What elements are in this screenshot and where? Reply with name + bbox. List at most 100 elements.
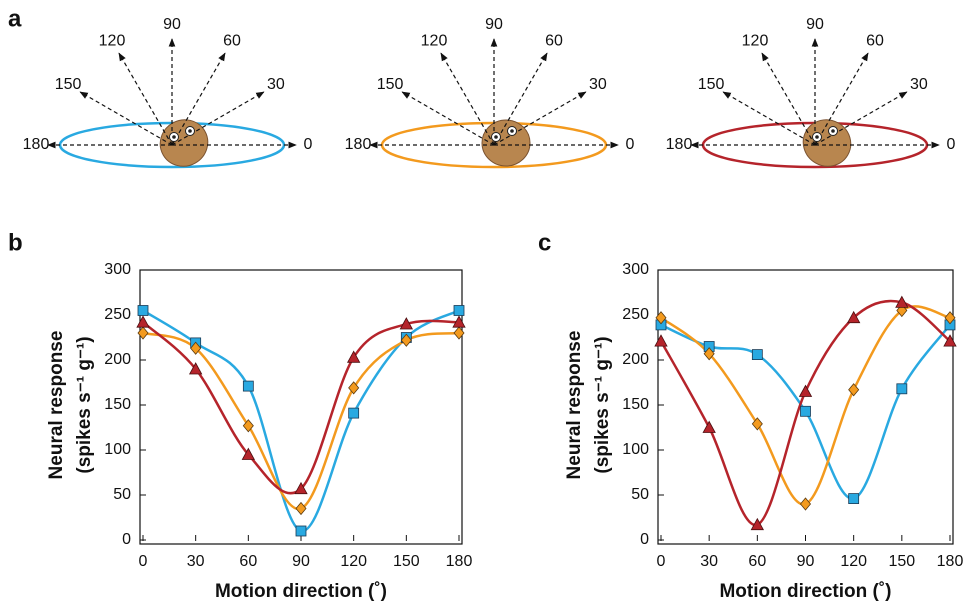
- direction-arrow: [493, 52, 548, 146]
- direction-label: 0: [947, 136, 956, 153]
- marker: [846, 310, 861, 324]
- y-tick-label: 100: [622, 441, 649, 458]
- direction-arrow: [493, 91, 587, 146]
- marker: [348, 381, 360, 395]
- panel-label: c: [538, 229, 551, 256]
- marker: [799, 497, 812, 511]
- direction-label: 150: [377, 76, 404, 93]
- direction-arrow: [79, 91, 173, 146]
- marker: [896, 383, 908, 395]
- series-line: [660, 305, 951, 506]
- marker: [453, 305, 465, 316]
- marker: [241, 447, 256, 460]
- x-tick-label: 120: [840, 553, 867, 570]
- y-tick-label: 200: [104, 351, 131, 368]
- y-axis-label: Neural response: [46, 331, 67, 480]
- marker: [453, 326, 465, 340]
- y-tick-label: 300: [104, 261, 131, 278]
- marker: [400, 333, 412, 347]
- direction-arrow: [761, 52, 816, 146]
- direction-label: 90: [485, 16, 503, 33]
- marker: [751, 349, 763, 361]
- y-tick-label: 200: [622, 351, 649, 368]
- y-tick-label: 0: [640, 531, 649, 548]
- direction-label: 30: [267, 76, 285, 93]
- direction-arrow: [401, 91, 495, 146]
- marker: [703, 347, 715, 361]
- direction-label: 180: [345, 136, 372, 153]
- marker: [702, 420, 716, 433]
- x-tick-label: 180: [446, 553, 473, 570]
- marker: [348, 407, 360, 419]
- head: [802, 119, 852, 167]
- marker: [798, 384, 813, 397]
- pupil: [172, 135, 176, 139]
- direction-arrow: [118, 52, 173, 146]
- x-axis-label: Motion direction (˚): [215, 581, 387, 602]
- x-tick-label: 150: [393, 553, 420, 570]
- y-tick-label: 150: [104, 396, 131, 413]
- direction-label: 60: [866, 32, 884, 49]
- y-axis-label: (spikes s⁻¹ g⁻¹): [592, 336, 613, 473]
- x-tick-label: 30: [187, 553, 205, 570]
- marker: [655, 311, 667, 325]
- marker: [895, 295, 909, 308]
- marker: [943, 334, 957, 347]
- x-tick-label: 0: [657, 553, 666, 570]
- marker: [800, 405, 811, 417]
- x-tick-label: 150: [888, 553, 915, 570]
- marker: [295, 525, 307, 537]
- marker: [136, 315, 150, 328]
- direction-label: 120: [99, 32, 126, 49]
- x-tick-label: 180: [937, 553, 964, 570]
- direction-label: 90: [163, 16, 181, 33]
- direction-label: 60: [545, 32, 563, 49]
- x-axis-label: Motion direction (˚): [719, 581, 891, 602]
- marker: [137, 326, 149, 340]
- direction-label: 120: [421, 32, 448, 49]
- marker: [944, 311, 956, 325]
- y-tick-label: 0: [122, 531, 131, 548]
- direction-arrow: [814, 52, 869, 146]
- marker: [399, 317, 414, 330]
- direction-label: 0: [626, 136, 635, 153]
- y-tick-label: 150: [622, 396, 649, 413]
- y-axis-label: Neural response: [564, 331, 585, 480]
- direction-arrow: [171, 91, 265, 146]
- direction-label: 120: [742, 32, 769, 49]
- y-tick-label: 50: [631, 486, 649, 503]
- marker: [750, 517, 765, 531]
- marker: [751, 417, 763, 431]
- direction-arrow: [440, 52, 495, 146]
- x-tick-label: 60: [748, 553, 766, 570]
- marker: [346, 350, 361, 363]
- marker: [848, 493, 860, 505]
- y-tick-label: 100: [104, 441, 131, 458]
- direction-label: 150: [55, 76, 82, 93]
- marker: [190, 341, 202, 355]
- marker: [188, 362, 203, 375]
- direction-label: 90: [806, 16, 824, 33]
- y-tick-label: 50: [113, 486, 131, 503]
- panel-label: b: [8, 229, 23, 256]
- marker: [452, 315, 466, 328]
- direction-label: 180: [666, 136, 693, 153]
- y-axis-label: (spikes s⁻¹ g⁻¹): [74, 336, 95, 473]
- marker: [242, 380, 254, 392]
- y-tick-label: 300: [622, 261, 649, 278]
- direction-label: 150: [698, 76, 725, 93]
- x-tick-label: 60: [239, 553, 257, 570]
- marker: [848, 383, 860, 397]
- x-tick-label: 30: [700, 553, 718, 570]
- x-tick-label: 90: [292, 553, 310, 570]
- pupil: [494, 135, 498, 139]
- direction-label: 60: [223, 32, 241, 49]
- x-tick-label: 90: [797, 553, 815, 570]
- direction-label: 0: [304, 136, 313, 153]
- plot-frame: [139, 269, 463, 545]
- direction-arrow: [814, 91, 908, 146]
- marker: [137, 305, 149, 316]
- marker: [295, 501, 307, 516]
